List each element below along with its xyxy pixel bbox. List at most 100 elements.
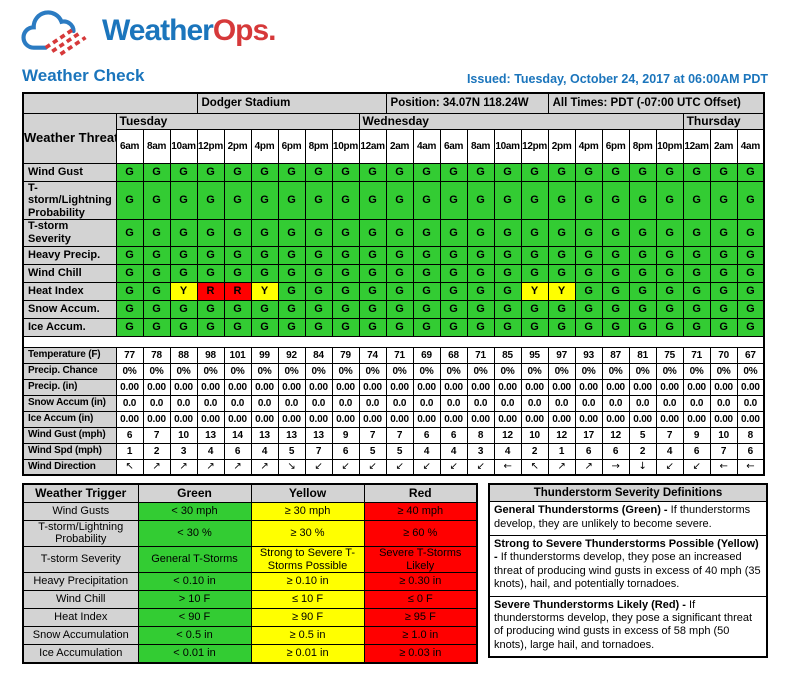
threat-cell: G	[277, 281, 306, 301]
condition-cell: 0.00	[304, 378, 333, 396]
threat-cell: G	[358, 219, 387, 247]
time-header: 6pm	[601, 128, 630, 164]
threat-cell: G	[169, 299, 198, 319]
wind-direction-cell: ↙	[682, 458, 711, 476]
condition-cell: 0.00	[655, 410, 684, 428]
condition-cell: 0%	[277, 362, 306, 380]
definition-text: If thunderstorms develop, they are unlik…	[494, 504, 751, 530]
threat-cell: G	[493, 245, 522, 265]
threat-cell: G	[250, 162, 279, 182]
trigger-yellow-cell: ≥ 90 F	[250, 608, 365, 628]
threat-cell: G	[628, 299, 657, 319]
trigger-yellow-cell: ≥ 30 mph	[250, 501, 365, 521]
wind-direction-cell: ↙	[385, 458, 414, 476]
threat-cell: G	[385, 299, 414, 319]
threat-cell: G	[628, 162, 657, 182]
threat-cell: G	[493, 180, 522, 221]
time-header: 6am	[439, 128, 468, 164]
condition-cell: 3	[169, 442, 198, 460]
threat-cell: G	[277, 180, 306, 221]
condition-cell: 87	[601, 346, 630, 364]
threat-cell: G	[385, 180, 414, 221]
threat-cell: G	[574, 162, 603, 182]
threat-cell: G	[412, 263, 441, 283]
threat-cell: G	[358, 299, 387, 319]
condition-cell: 93	[574, 346, 603, 364]
threat-cell: G	[169, 245, 198, 265]
threat-cell: G	[385, 162, 414, 182]
trigger-row-label: T-storm/Lightning Probability	[22, 519, 139, 547]
threat-cell: G	[223, 245, 252, 265]
condition-cell: 0.00	[385, 410, 414, 428]
threat-cell: G	[331, 245, 360, 265]
threat-cell: G	[736, 299, 765, 319]
threat-cell: G	[628, 317, 657, 337]
time-header: 10am	[493, 128, 522, 164]
threat-cell: G	[574, 245, 603, 265]
condition-cell: 71	[682, 346, 711, 364]
condition-cell: 8	[466, 426, 495, 444]
time-header: 4pm	[250, 128, 279, 164]
threat-cell: G	[304, 245, 333, 265]
condition-cell: 10	[520, 426, 549, 444]
spacer-row	[22, 335, 765, 348]
threat-cell: G	[655, 180, 684, 221]
condition-cell: 0.0	[196, 394, 225, 412]
weatherops-logo: WeatherOps.	[16, 6, 768, 56]
condition-cell: 4	[439, 442, 468, 460]
condition-cell: 0.0	[277, 394, 306, 412]
wind-direction-cell: ↗	[574, 458, 603, 476]
issued-timestamp: Issued: Tuesday, October 24, 2017 at 06:…	[466, 72, 768, 86]
trigger-header-yellow: Yellow	[250, 483, 365, 503]
day-header-thursday: Thursday	[682, 112, 765, 130]
threat-cell: G	[304, 219, 333, 247]
threat-cell: G	[709, 180, 738, 221]
condition-cell: 7	[304, 442, 333, 460]
threat-cell: G	[250, 317, 279, 337]
threat-cell: G	[331, 281, 360, 301]
threat-cell: G	[412, 317, 441, 337]
threat-cell: G	[547, 263, 576, 283]
threat-cell: G	[223, 180, 252, 221]
threat-cell: G	[574, 317, 603, 337]
threat-cell: G	[250, 245, 279, 265]
definition-lead: General Thunderstorms (Green) -	[494, 504, 668, 517]
time-header: 6am	[115, 128, 144, 164]
wind-direction-cell: ←	[736, 458, 765, 476]
condition-cell: 0.0	[736, 394, 765, 412]
threat-cell: G	[628, 245, 657, 265]
threat-cell: G	[385, 281, 414, 301]
threat-cell: G	[412, 219, 441, 247]
condition-cell: 0.0	[574, 394, 603, 412]
condition-cell: 0.0	[412, 394, 441, 412]
condition-cell: 6	[331, 442, 360, 460]
threat-cell: G	[358, 263, 387, 283]
threat-cell: G	[331, 162, 360, 182]
trigger-row-label: Ice Accumulation	[22, 644, 139, 664]
threat-cell: G	[682, 281, 711, 301]
time-header: 12pm	[196, 128, 225, 164]
threat-cell: G	[520, 162, 549, 182]
condition-row-label: Ice Accum (in)	[22, 410, 117, 428]
threat-cell: G	[574, 263, 603, 283]
threat-cell: G	[682, 180, 711, 221]
threat-cell: G	[358, 317, 387, 337]
condition-cell: 0%	[655, 362, 684, 380]
condition-cell: 0%	[628, 362, 657, 380]
threat-cell: G	[682, 299, 711, 319]
threat-cell: G	[412, 180, 441, 221]
condition-cell: 0.00	[250, 410, 279, 428]
threat-cell: G	[493, 299, 522, 319]
condition-cell: 0.00	[196, 378, 225, 396]
condition-row-label: Snow Accum (in)	[22, 394, 117, 412]
threat-cell: G	[628, 263, 657, 283]
threat-cell: G	[412, 245, 441, 265]
threat-cell: G	[736, 162, 765, 182]
trigger-green-cell: < 0.5 in	[137, 626, 252, 646]
condition-cell: 0%	[142, 362, 171, 380]
condition-cell: 0.0	[142, 394, 171, 412]
threat-cell: G	[412, 299, 441, 319]
time-header: 10pm	[655, 128, 684, 164]
condition-cell: 0.0	[439, 394, 468, 412]
location-timezone: All Times: PDT (-07:00 UTC Offset)	[547, 92, 765, 114]
